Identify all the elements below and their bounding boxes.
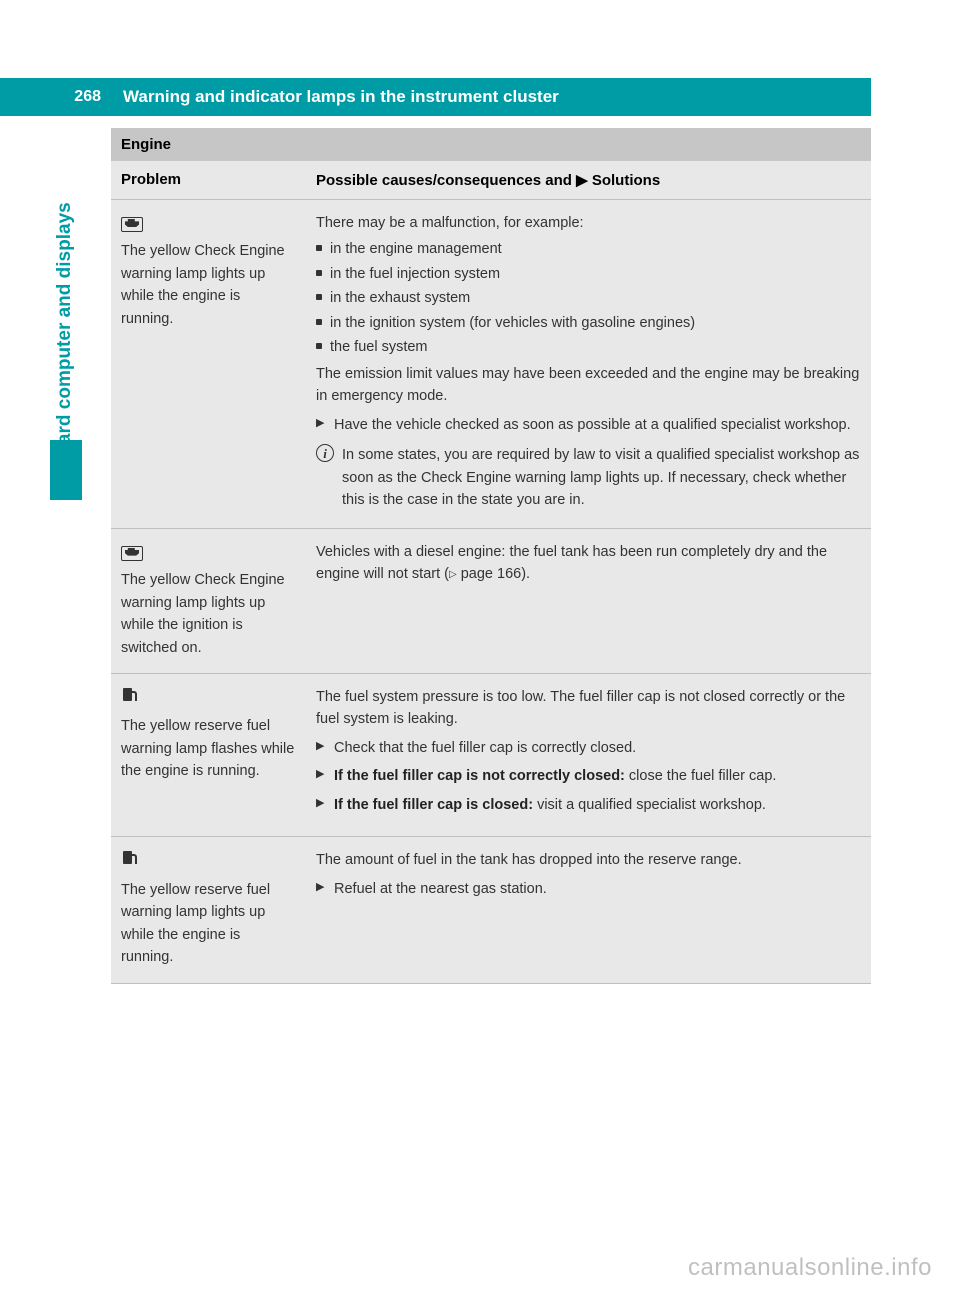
table-row: The yellow Check Engine warning lamp lig… bbox=[111, 200, 871, 529]
text-part: page 166). bbox=[457, 566, 530, 582]
info-icon: i bbox=[316, 444, 334, 462]
problem-text: The yellow reserve fuel warning lamp fla… bbox=[121, 718, 294, 779]
problem-cell: The yellow reserve fuel warning lamp lig… bbox=[111, 837, 306, 983]
check-engine-icon bbox=[121, 541, 296, 563]
action-item: Have the vehicle checked as soon as poss… bbox=[316, 414, 861, 436]
problem-cell: The yellow reserve fuel warning lamp fla… bbox=[111, 673, 306, 836]
table-row: The yellow reserve fuel warning lamp fla… bbox=[111, 673, 871, 836]
action-bold: If the fuel filler cap is closed: bbox=[334, 797, 537, 813]
header-solutions: Possible causes/consequences and ▶ Solut… bbox=[306, 161, 871, 200]
fuel-icon bbox=[121, 849, 296, 872]
check-engine-icon bbox=[121, 212, 296, 234]
action-rest: visit a qualified specialist workshop. bbox=[537, 797, 766, 813]
list-item: in the ignition system (for vehicles wit… bbox=[316, 312, 861, 334]
section-title: Engine bbox=[111, 128, 871, 161]
intro-text: There may be a malfunction, for example: bbox=[316, 212, 861, 234]
content-area: Engine Problem Possible causes/consequen… bbox=[111, 128, 871, 984]
problem-cell: The yellow Check Engine warning lamp lig… bbox=[111, 200, 306, 529]
action-item: If the fuel filler cap is closed: visit … bbox=[316, 794, 861, 816]
info-text: In some states, you are required by law … bbox=[342, 447, 859, 508]
paragraph: The fuel system pressure is too low. The… bbox=[316, 686, 861, 731]
action-arrow-icon: ▶ bbox=[576, 172, 588, 189]
list-item: the fuel system bbox=[316, 336, 861, 358]
action-item: Check that the fuel filler cap is correc… bbox=[316, 737, 861, 759]
paragraph: The emission limit values may have been … bbox=[316, 363, 861, 408]
action-bold: If the fuel filler cap is not correctly … bbox=[334, 768, 629, 784]
header-solutions-suffix: Solutions bbox=[588, 172, 661, 189]
text-part: Vehicles with a diesel engine: the fuel … bbox=[316, 544, 827, 582]
page-ref-icon: ▷ bbox=[449, 569, 457, 580]
problem-cell: The yellow Check Engine warning lamp lig… bbox=[111, 528, 306, 673]
fuel-icon bbox=[121, 686, 296, 709]
list-item: in the fuel injection system bbox=[316, 263, 861, 285]
problem-text: The yellow Check Engine warning lamp lig… bbox=[121, 243, 285, 326]
problem-text: The yellow Check Engine warning lamp lig… bbox=[121, 572, 285, 655]
cause-list: in the engine management in the fuel inj… bbox=[316, 238, 861, 358]
paragraph: The amount of fuel in the tank has dropp… bbox=[316, 849, 861, 871]
action-item: If the fuel filler cap is not correctly … bbox=[316, 765, 861, 787]
solution-cell: The amount of fuel in the tank has dropp… bbox=[306, 837, 871, 983]
manual-page: 268 Warning and indicator lamps in the i… bbox=[0, 0, 960, 1302]
header-problem: Problem bbox=[111, 161, 306, 200]
list-item: in the engine management bbox=[316, 238, 861, 260]
problem-text: The yellow reserve fuel warning lamp lig… bbox=[121, 882, 270, 965]
watermark: carmanualsonline.info bbox=[688, 1254, 932, 1282]
action-item: Refuel at the nearest gas station. bbox=[316, 878, 861, 900]
side-tab-marker bbox=[50, 440, 82, 500]
warning-table: Problem Possible causes/consequences and… bbox=[111, 161, 871, 984]
action-rest: close the fuel filler cap. bbox=[629, 768, 777, 784]
page-title: Warning and indicator lamps in the instr… bbox=[111, 78, 871, 116]
solution-cell: The fuel system pressure is too low. The… bbox=[306, 673, 871, 836]
solution-cell: Vehicles with a diesel engine: the fuel … bbox=[306, 528, 871, 673]
info-note: i In some states, you are required by la… bbox=[316, 444, 861, 511]
table-row: The yellow reserve fuel warning lamp lig… bbox=[111, 837, 871, 983]
solution-cell: There may be a malfunction, for example:… bbox=[306, 200, 871, 529]
page-header: 268 Warning and indicator lamps in the i… bbox=[0, 78, 871, 116]
table-row: The yellow Check Engine warning lamp lig… bbox=[111, 528, 871, 673]
page-number: 268 bbox=[0, 78, 111, 116]
list-item: in the exhaust system bbox=[316, 287, 861, 309]
header-solutions-prefix: Possible causes/consequences and bbox=[316, 172, 576, 189]
